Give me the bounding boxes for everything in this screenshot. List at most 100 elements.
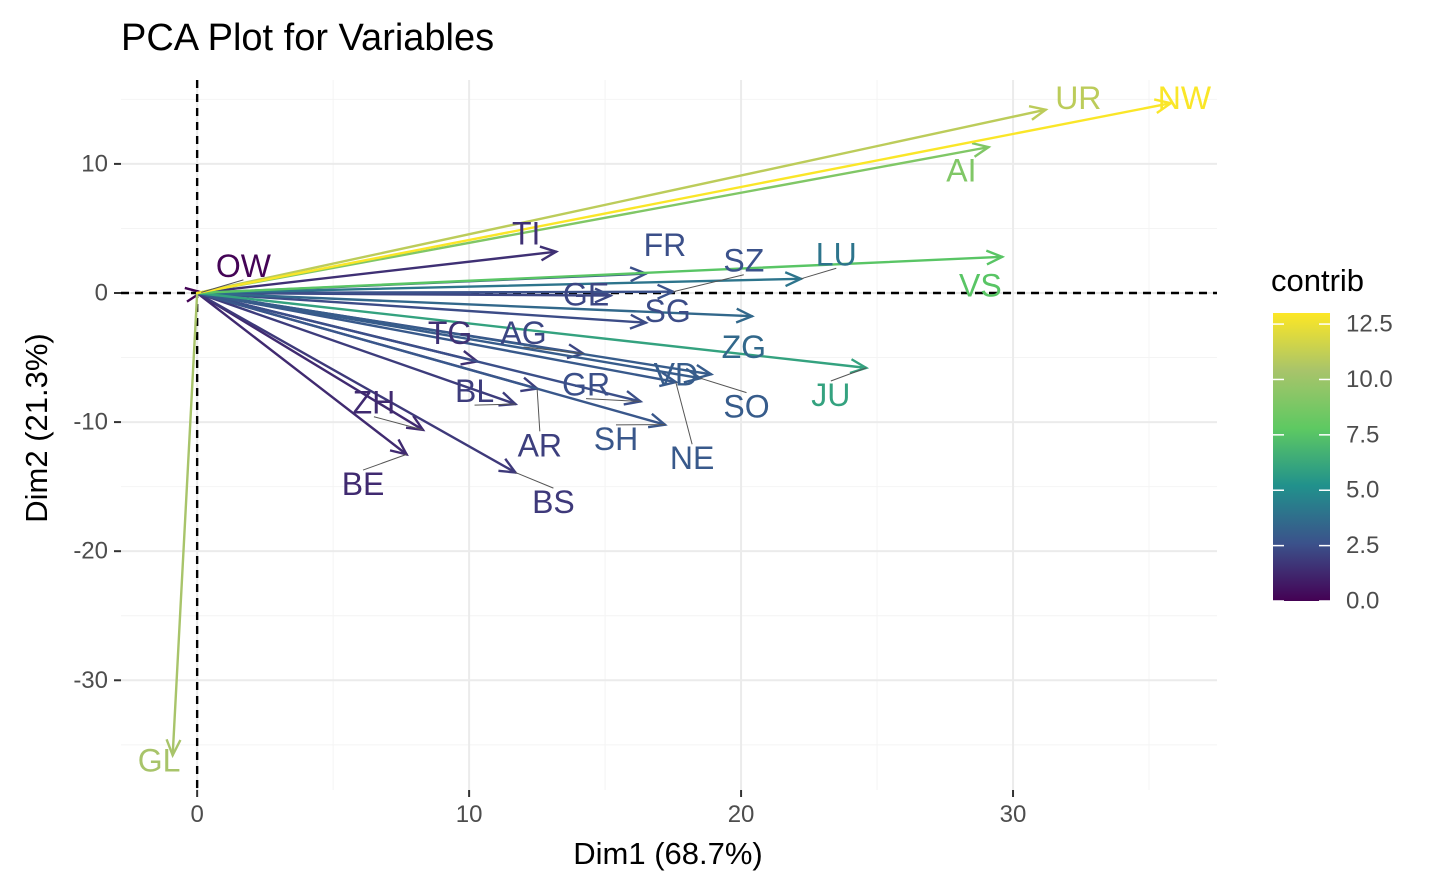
label-ur: UR — [1055, 80, 1101, 116]
label-tg: TG — [428, 315, 472, 351]
label-ar: AR — [518, 427, 562, 463]
legend-tick-label: 2.5 — [1346, 532, 1379, 559]
label-gr: GR — [562, 367, 610, 403]
label-ai: AI — [946, 152, 976, 188]
arrow-gl — [165, 291, 199, 759]
label-ju: JU — [811, 377, 850, 413]
legend-tick-label: 0.0 — [1346, 588, 1379, 615]
arrow-head-zg — [735, 307, 755, 324]
arrow-vs — [195, 249, 1006, 295]
y-tick-label: -10 — [73, 409, 108, 436]
arrow-shaft-vs — [195, 255, 1004, 295]
arrow-ti — [195, 245, 560, 295]
label-ge: GE — [563, 276, 609, 312]
label-sh: SH — [594, 421, 638, 457]
label-ti: TI — [512, 216, 540, 252]
label-so: SO — [723, 389, 769, 425]
arrow-head-nw — [1153, 98, 1174, 114]
x-tick-label: 30 — [1000, 801, 1027, 828]
arrow-shaft-sh — [195, 291, 667, 426]
leader-line-ne — [675, 381, 693, 445]
label-sz: SZ — [723, 243, 764, 279]
y-tick-label: 10 — [81, 150, 108, 177]
arrow-head-ai — [971, 141, 992, 158]
arrow-ur — [195, 105, 1049, 295]
x-tick-label: 20 — [728, 801, 755, 828]
arrow-shaft-be — [195, 291, 408, 456]
leader-line-ow — [201, 279, 244, 293]
label-bl: BL — [455, 373, 494, 409]
label-vd: VD — [654, 356, 698, 392]
legend-tick-label: 10.0 — [1346, 366, 1393, 393]
leader-line-gr — [586, 398, 641, 402]
variable-arrows — [165, 98, 1174, 759]
arrow-head-sg — [629, 313, 649, 330]
label-be: BE — [342, 466, 385, 502]
arrow-shaft-zg — [195, 291, 754, 318]
y-tick-label: -20 — [73, 538, 108, 565]
arrow-shaft-ai — [195, 145, 990, 295]
label-nw: NW — [1158, 80, 1212, 116]
arrow-zg — [195, 291, 755, 324]
label-zh: ZH — [353, 385, 396, 421]
arrow-shaft-so — [195, 291, 702, 380]
label-vs: VS — [959, 267, 1002, 303]
leader-line-be — [362, 453, 407, 471]
arrow-shaft-ti — [195, 250, 558, 295]
arrow-shaft-lu — [195, 277, 803, 295]
leader-line-lu — [800, 267, 837, 280]
x-axis-title: Dim1 (68.7%) — [573, 836, 763, 871]
y-tick-label: -30 — [73, 667, 108, 694]
leader-line-bs — [515, 471, 554, 489]
leader-line-ju — [830, 367, 867, 382]
arrow-be — [195, 291, 409, 457]
arrow-shaft-zh — [195, 291, 425, 432]
arrow-head-ur — [1028, 105, 1049, 121]
axis-ticks: 0 10 20 30 -30 -20 -10 0 10 — [73, 150, 1026, 828]
leader-line-ag — [523, 346, 584, 355]
leader-line-ar — [536, 388, 541, 432]
legend-tick-label: 12.5 — [1346, 311, 1393, 338]
reference-lines — [121, 80, 1217, 790]
label-lu: LU — [816, 236, 857, 272]
legend-title: contrib — [1271, 263, 1364, 298]
label-bs: BS — [532, 484, 575, 520]
legend-tick-label: 7.5 — [1346, 421, 1379, 448]
label-ag: AG — [500, 315, 546, 351]
label-ow: OW — [216, 248, 272, 284]
arrow-shaft-bs — [195, 291, 517, 474]
arrow-shaft-nw — [195, 102, 1172, 295]
arrow-shaft-gl — [171, 291, 199, 757]
minor-gridlines — [121, 80, 1217, 790]
legend: contrib 0.0 2.5 5.0 7.5 10.0 12.5 — [1271, 263, 1393, 615]
arrow-shaft-gr — [195, 291, 642, 403]
leader-line-zh — [373, 416, 424, 431]
label-ne: NE — [670, 440, 714, 476]
arrow-head-gl — [165, 738, 182, 759]
x-tick-label: 0 — [190, 801, 203, 828]
chart-title: PCA Plot for Variables — [121, 17, 494, 59]
arrow-head-ti — [539, 245, 560, 262]
x-tick-label: 10 — [456, 801, 483, 828]
arrow-nw — [195, 98, 1174, 295]
arrow-ai — [195, 141, 992, 295]
arrow-shaft-bl — [195, 291, 517, 406]
y-tick-label: 0 — [95, 280, 108, 307]
arrow-shaft-ju — [195, 291, 868, 370]
major-gridlines — [121, 80, 1217, 790]
arrow-shaft-ur — [195, 108, 1047, 295]
legend-colorbar — [1273, 313, 1330, 601]
arrow-shaft-sg — [195, 291, 648, 324]
arrow-shaft-sz — [195, 290, 675, 295]
y-axis-title: Dim2 (21.3%) — [19, 333, 54, 523]
arrow-head-vs — [985, 249, 1006, 266]
leader-line-sz — [672, 274, 744, 293]
leader-line-so — [700, 377, 747, 394]
label-sg: SG — [645, 293, 691, 329]
label-gl: GL — [138, 742, 181, 778]
leader-line-bl — [474, 403, 516, 406]
arrow-shaft-ne — [195, 291, 677, 384]
arrow-sg — [195, 291, 649, 330]
